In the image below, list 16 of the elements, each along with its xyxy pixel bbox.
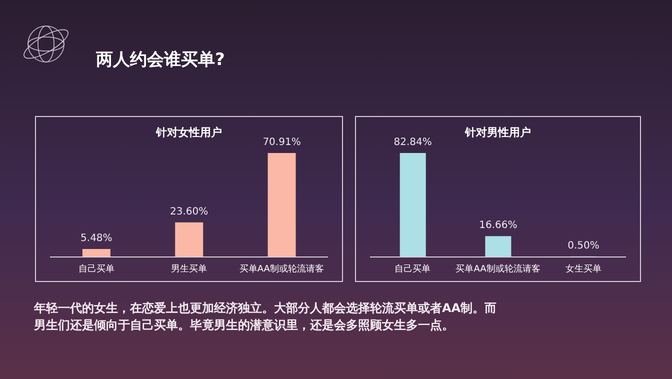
x-tick-label: 自己买单: [394, 263, 431, 274]
text: 年轻一代的女生，在恋爱上也更加经济独立。大部分人都会选择轮流买单或者AA制。而男生们还是倾向于自己买单。毕竟男生的潜意识里，还是会多照顾女生多一点。: [34, 300, 498, 334]
x-tick-label: 自己买单: [78, 263, 114, 274]
text: 两人约会谁买单?: [96, 49, 225, 71]
data-label: 5.48%: [80, 232, 112, 244]
x-tick-label: 男生买单: [171, 263, 207, 274]
data-label: 16.66%: [479, 220, 518, 232]
x-tick-label: 女生买单: [565, 263, 602, 274]
data-label: 0.50%: [568, 240, 600, 252]
x-tick-label: 买单AA制或轮流请客: [239, 263, 324, 274]
x-tick-label: 买单AA制或轮流请客: [456, 263, 540, 274]
chart-title: 针对男性用户: [465, 126, 531, 139]
data-label: 82.84%: [394, 137, 432, 148]
chart-title: 针对女性用户: [156, 126, 222, 139]
data-label: 23.60%: [170, 206, 208, 218]
data-label: 70.91%: [262, 137, 301, 148]
